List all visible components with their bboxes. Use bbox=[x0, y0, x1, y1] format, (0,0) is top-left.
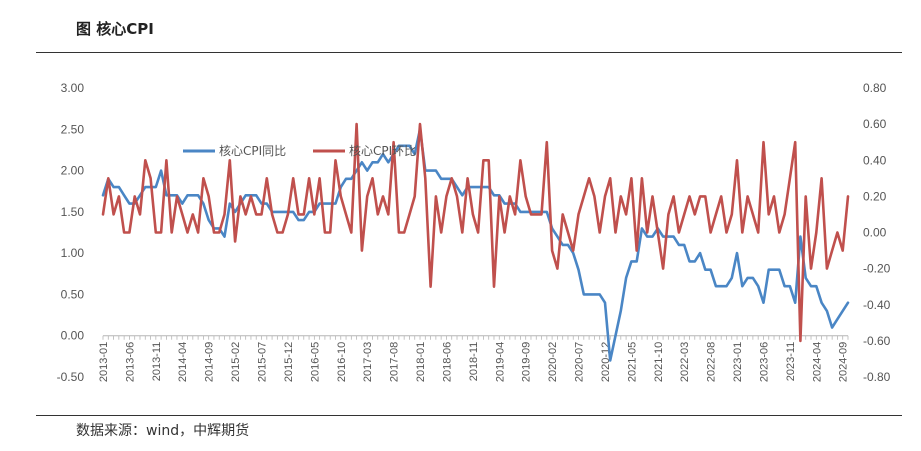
left-axis-tick: 2.50 bbox=[61, 122, 85, 136]
x-tick-label: 2013-11 bbox=[151, 342, 163, 382]
left-axis-tick: 1.50 bbox=[61, 205, 85, 219]
x-tick-label: 2019-04 bbox=[494, 342, 506, 382]
x-tick-label: 2020-02 bbox=[547, 342, 559, 382]
right-axis-tick: -0.60 bbox=[863, 334, 891, 348]
x-tick-label: 2016-05 bbox=[309, 342, 321, 382]
x-tick-label: 2019-09 bbox=[521, 342, 533, 382]
right-axis-tick: -0.40 bbox=[863, 298, 891, 312]
x-tick-label: 2015-12 bbox=[283, 342, 295, 382]
x-tick-label: 2022-03 bbox=[679, 342, 691, 382]
bottom-divider bbox=[36, 415, 902, 416]
x-tick-label: 2018-11 bbox=[468, 342, 480, 382]
source-note: 数据来源：wind，中辉期货 bbox=[76, 423, 250, 439]
left-axis-tick: 0.00 bbox=[61, 329, 85, 343]
core-cpi-mom-line bbox=[101, 122, 850, 343]
left-axis-tick: 3.00 bbox=[61, 81, 85, 95]
x-tick-label: 2022-08 bbox=[706, 342, 718, 382]
x-tick-label: 2015-07 bbox=[257, 342, 269, 382]
right-axis-tick: 0.40 bbox=[863, 153, 887, 167]
right-axis-tick: -0.20 bbox=[863, 262, 891, 276]
x-tick-label: 2017-08 bbox=[389, 342, 401, 382]
x-tick-label: 2021-10 bbox=[653, 342, 665, 382]
x-tick-label: 2024-04 bbox=[811, 342, 823, 382]
x-tick-label: 2013-06 bbox=[124, 342, 136, 382]
x-tick-label: 2015-02 bbox=[230, 342, 242, 382]
legend-label-mom: 核心CPI环比 bbox=[349, 144, 416, 158]
legend-label-yoy: 核心CPI同比 bbox=[219, 144, 286, 158]
x-tick-label: 2023-01 bbox=[732, 342, 744, 382]
x-tick-label: 2017-03 bbox=[362, 342, 374, 382]
x-tick-label: 2013-01 bbox=[98, 342, 110, 382]
x-tick-label: 2016-10 bbox=[336, 342, 348, 382]
core-cpi-yoy-line bbox=[101, 128, 850, 362]
x-tick-label: 2021-05 bbox=[626, 342, 638, 382]
right-axis-tick: 0.20 bbox=[863, 189, 887, 203]
x-tick-label: 2014-04 bbox=[177, 342, 189, 382]
right-axis-tick: 0.60 bbox=[863, 117, 887, 131]
left-axis-tick: 1.00 bbox=[61, 246, 85, 260]
top-divider bbox=[36, 52, 902, 53]
right-axis-tick: 0.00 bbox=[863, 226, 887, 240]
x-tick-label: 2023-11 bbox=[785, 342, 797, 382]
x-tick-label: 2024-09 bbox=[838, 342, 850, 382]
x-tick-label: 2023-06 bbox=[758, 342, 770, 382]
x-tick-label: 2014-09 bbox=[204, 342, 216, 382]
left-axis-tick: -0.50 bbox=[57, 370, 85, 384]
right-axis-tick: -0.80 bbox=[863, 370, 891, 384]
left-axis-tick: 2.00 bbox=[61, 164, 85, 178]
page-title: 图 核心CPI bbox=[76, 20, 154, 38]
left-axis-tick: 0.50 bbox=[61, 287, 85, 301]
right-axis-tick: 0.80 bbox=[863, 81, 887, 95]
x-tick-label: 2018-06 bbox=[441, 342, 453, 382]
x-tick-label: 2018-01 bbox=[415, 342, 427, 382]
x-tick-label: 2020-07 bbox=[574, 342, 586, 382]
